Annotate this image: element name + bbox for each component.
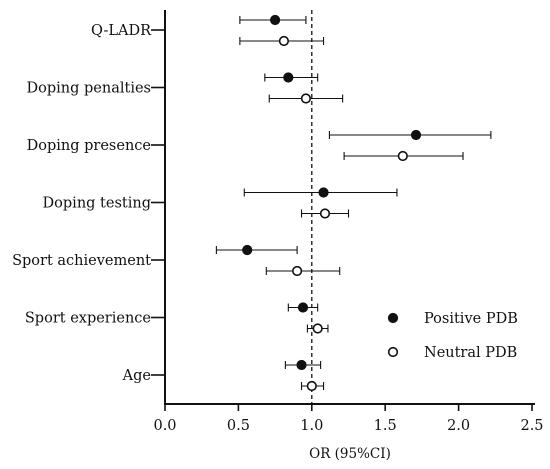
x-tick-label: 0.5 [227,418,250,434]
neutral-pdb-point [397,150,408,162]
neutral-pdb-point [278,35,290,47]
neutral-pdb-point [306,380,317,392]
category-label: Sport experience [25,311,151,327]
legend-marker-positive [387,312,399,324]
positive-pdb-point [283,72,294,83]
positive-pdb-point [242,244,253,256]
neutral-pdb-point [319,208,331,219]
category-label: Q-LADR [91,23,152,39]
category-label: Doping presence [27,138,151,154]
positive-pdb-point [318,187,329,198]
x-tick-label: 2.0 [447,418,470,434]
x-tick-label: 1.0 [300,418,323,434]
legend-label-positive: Positive PDB [424,311,518,327]
category-label: Doping penalties [27,81,151,97]
neutral-pdb-point [312,323,323,334]
category-label: Sport achievement [12,253,151,269]
positive-pdb-point [410,129,422,141]
x-tick-label: 2.5 [520,418,543,434]
legend-label-neutral: Neutral PDB [424,345,517,361]
neutral-pdb-point [292,265,303,277]
positive-pdb-point [296,359,307,371]
positive-pdb-point [270,14,281,26]
x-tick-label: 1.5 [374,418,397,434]
category-label: Age [122,368,151,384]
category-label: Doping testing [43,196,151,212]
x-tick-label: 0.0 [153,418,176,434]
positive-pdb-point [297,302,309,313]
legend-marker-neutral [387,346,399,358]
x-axis-title: OR (95%CI) [309,446,391,462]
neutral-pdb-point [300,93,312,104]
legend: Positive PDB Neutral PDB [387,311,518,361]
